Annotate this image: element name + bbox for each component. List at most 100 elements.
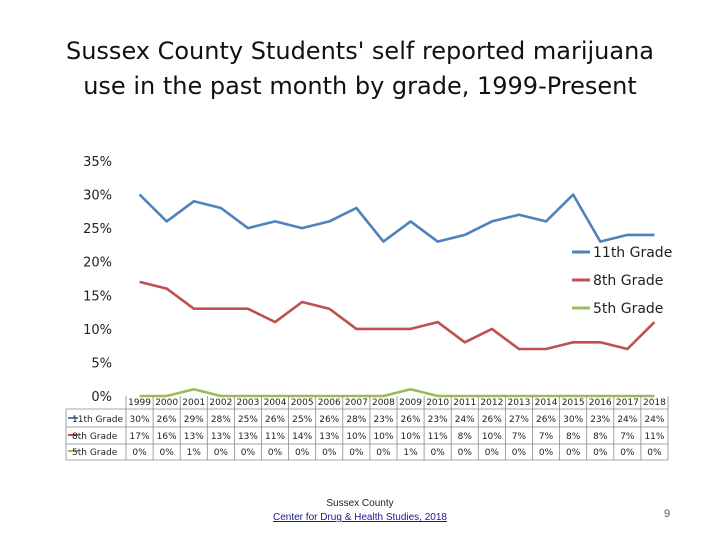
table-row-label: 8th Grade [72, 432, 118, 442]
data-label: 0% [132, 448, 147, 458]
x-tick-label: 2008 [372, 398, 395, 408]
data-label: 30% [563, 415, 583, 425]
footer-source-link[interactable]: Center for Drug & Health Studies, 2018 [273, 512, 447, 523]
data-label: 0% [268, 448, 283, 458]
data-label: 28% [211, 415, 231, 425]
footer-org: Sussex County [326, 498, 394, 509]
data-label: 10% [401, 432, 421, 442]
data-label: 0% [160, 448, 175, 458]
data-label: 26% [265, 415, 285, 425]
x-tick-label: 2017 [616, 398, 639, 408]
chart-title-line-1: Sussex County Students' self reported ma… [65, 37, 654, 65]
x-tick-label: 2010 [426, 398, 449, 408]
chart-title-line-2: use in the past month by grade, 1999-Pre… [83, 72, 637, 100]
data-label: 0% [593, 448, 608, 458]
y-tick-label: 25% [83, 222, 112, 237]
series-line-1 [139, 280, 656, 351]
data-label: 28% [346, 415, 366, 425]
data-label: 13% [184, 432, 204, 442]
data-label: 24% [455, 415, 475, 425]
data-label: 0% [241, 448, 256, 458]
data-label: 8% [566, 432, 581, 442]
data-label: 7% [539, 432, 554, 442]
y-tick-label: 10% [83, 323, 112, 338]
data-label: 29% [184, 415, 204, 425]
x-tick-label: 2002 [209, 398, 232, 408]
x-tick-label: 2011 [453, 398, 476, 408]
data-label: 0% [295, 448, 310, 458]
data-label: 0% [620, 448, 635, 458]
data-label: 11% [644, 432, 664, 442]
y-tick-label: 30% [83, 189, 112, 204]
data-label: 0% [431, 448, 446, 458]
page-number: 9 [664, 508, 671, 520]
data-label: 11% [265, 432, 285, 442]
data-label: 0% [376, 448, 391, 458]
data-label: 11% [428, 432, 448, 442]
y-tick-label: 15% [83, 289, 112, 304]
data-label: 0% [539, 448, 554, 458]
data-label: 25% [238, 415, 258, 425]
x-tick-label: 2012 [480, 398, 503, 408]
y-tick-label: 5% [91, 356, 112, 371]
y-tick-label: 35% [83, 155, 112, 170]
data-label: 1% [187, 448, 202, 458]
data-label: 0% [566, 448, 581, 458]
data-label: 0% [349, 448, 364, 458]
data-label: 0% [458, 448, 473, 458]
table-row-label: 5th Grade [72, 448, 118, 458]
data-label: 7% [620, 432, 635, 442]
x-tick-label: 2018 [643, 398, 666, 408]
data-label: 13% [319, 432, 339, 442]
data-label: 25% [292, 415, 312, 425]
x-tick-label: 2005 [291, 398, 314, 408]
data-label: 0% [485, 448, 500, 458]
x-tick-label: 2016 [589, 398, 612, 408]
data-label: 26% [482, 415, 502, 425]
data-label: 10% [482, 432, 502, 442]
data-label: 17% [130, 432, 150, 442]
data-label: 26% [157, 415, 177, 425]
data-label: 13% [238, 432, 258, 442]
series-line-2 [139, 387, 655, 398]
data-label: 14% [292, 432, 312, 442]
x-tick-label: 2004 [264, 398, 287, 408]
data-label: 16% [157, 432, 177, 442]
data-label: 24% [644, 415, 664, 425]
x-tick-label: 2003 [236, 398, 259, 408]
chart-title: Sussex County Students' self reported ma… [20, 34, 700, 104]
legend-label: 8th Grade [593, 273, 663, 289]
x-tick-label: 2015 [562, 398, 585, 408]
x-tick-label: 2013 [507, 398, 530, 408]
data-label: 0% [214, 448, 229, 458]
data-label: 26% [536, 415, 556, 425]
data-label: 0% [512, 448, 527, 458]
y-tick-label: 0% [91, 390, 112, 405]
data-label: 23% [428, 415, 448, 425]
x-tick-label: 2007 [345, 398, 368, 408]
x-tick-label: 2001 [182, 398, 205, 408]
table-row-label: 11th Grade [72, 415, 123, 425]
data-label: 8% [593, 432, 608, 442]
data-label: 1% [403, 448, 418, 458]
data-label: 26% [401, 415, 421, 425]
footer: Sussex County Center for Drug & Health S… [220, 497, 500, 525]
data-label: 8% [458, 432, 473, 442]
legend-label: 5th Grade [593, 301, 663, 317]
data-label: 26% [319, 415, 339, 425]
data-label: 23% [373, 415, 393, 425]
y-tick-label: 20% [83, 256, 112, 271]
data-label: 10% [346, 432, 366, 442]
legend-label: 11th Grade [593, 245, 672, 261]
data-label: 10% [373, 432, 393, 442]
x-tick-label: 1999 [128, 398, 151, 408]
data-label: 13% [211, 432, 231, 442]
series-line-0 [138, 193, 655, 243]
data-label: 0% [322, 448, 337, 458]
data-label: 27% [509, 415, 529, 425]
x-tick-label: 2006 [318, 398, 341, 408]
x-tick-label: 2009 [399, 398, 422, 408]
data-label: 30% [130, 415, 150, 425]
data-label: 24% [617, 415, 637, 425]
data-label: 7% [512, 432, 527, 442]
